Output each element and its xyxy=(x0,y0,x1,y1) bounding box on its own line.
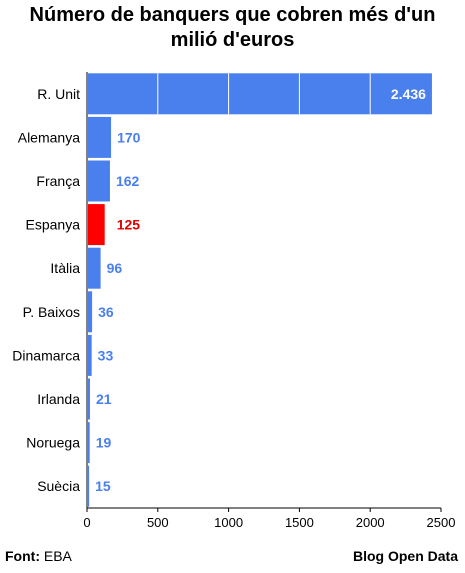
x-tick-label-1: 500 xyxy=(147,515,169,530)
value-label-5: 36 xyxy=(98,304,114,320)
x-tick-label-2: 1000 xyxy=(214,515,243,530)
bar-4 xyxy=(88,247,101,289)
value-label-3: 125 xyxy=(117,217,141,233)
value-label-0: 2.436 xyxy=(391,86,426,102)
value-label-6: 33 xyxy=(98,347,114,363)
bar-6 xyxy=(88,334,92,376)
chart-title-line-2: milió d'euros xyxy=(170,29,295,51)
category-label-4: Itàlia xyxy=(50,260,80,276)
bar-5 xyxy=(88,291,93,333)
source-label: Font: xyxy=(5,548,40,564)
chart-title-line-1: Número de banquers que cobren més d'un xyxy=(29,4,436,26)
chart-title: Número de banquers que cobren més d'un m… xyxy=(0,3,465,53)
value-label-9: 15 xyxy=(95,478,111,494)
value-label-1: 170 xyxy=(117,129,141,145)
credit-note: Blog Open Data xyxy=(352,548,458,564)
value-label-8: 19 xyxy=(96,435,112,451)
x-tick-label-4: 2000 xyxy=(356,515,385,530)
bar-7 xyxy=(88,378,90,420)
value-label-4: 96 xyxy=(107,260,123,276)
source-value: EBA xyxy=(39,548,72,564)
category-label-9: Suècia xyxy=(37,478,80,494)
bar-9 xyxy=(88,465,90,507)
x-tick-label-5: 2500 xyxy=(427,515,456,530)
category-label-7: Irlanda xyxy=(37,391,80,407)
category-label-0: R. Unit xyxy=(37,86,80,102)
value-label-2: 162 xyxy=(116,173,140,189)
value-label-7: 21 xyxy=(96,391,112,407)
source-note: Font: EBA xyxy=(5,548,72,564)
bar-8 xyxy=(88,422,90,464)
category-label-3: Espanya xyxy=(26,217,81,233)
bar-3 xyxy=(88,204,105,246)
category-label-2: França xyxy=(36,173,80,189)
category-label-5: P. Baixos xyxy=(23,304,80,320)
category-label-8: Noruega xyxy=(26,435,80,451)
category-label-6: Dinamarca xyxy=(12,347,80,363)
category-label-1: Alemanya xyxy=(18,129,80,145)
bar-0 xyxy=(88,73,432,115)
bar-1 xyxy=(88,116,112,158)
x-tick-label-0: 0 xyxy=(83,515,90,530)
bar-2 xyxy=(88,160,110,202)
x-tick-label-3: 1500 xyxy=(285,515,314,530)
